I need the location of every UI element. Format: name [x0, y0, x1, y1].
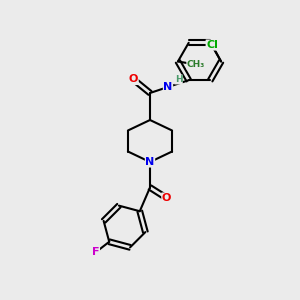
Text: F: F [92, 247, 100, 257]
Text: N: N [164, 82, 172, 92]
Text: CH₃: CH₃ [187, 60, 205, 69]
Text: Cl: Cl [206, 40, 218, 50]
Text: O: O [162, 193, 171, 203]
Text: O: O [129, 74, 138, 85]
Text: N: N [146, 157, 154, 167]
Text: H: H [175, 75, 182, 84]
